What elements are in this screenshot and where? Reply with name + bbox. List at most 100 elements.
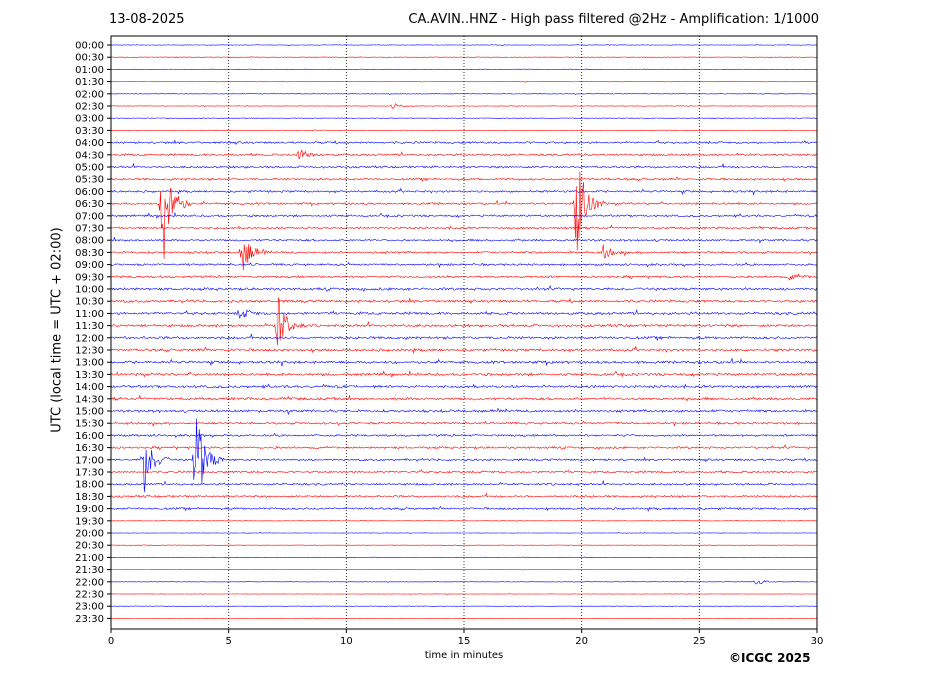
trace-row (110, 505, 817, 512)
y-tick-label: 07:30 (75, 224, 104, 235)
x-axis-label: time in minutes (424, 650, 504, 661)
trace-row (110, 297, 817, 305)
y-tick-label: 02:30 (75, 102, 104, 113)
trace-row (110, 261, 817, 268)
x-tick-label: 5 (225, 636, 231, 647)
x-tick-label: 25 (693, 636, 706, 647)
y-tick-label: 13:00 (75, 358, 104, 369)
trace-row (110, 394, 817, 402)
y-tick-label: 10:30 (75, 297, 104, 308)
y-tick-label: 23:00 (75, 602, 104, 613)
trace-row (110, 103, 817, 109)
y-tick-label: 19:30 (75, 516, 104, 527)
y-tick-label: 10:00 (75, 285, 104, 296)
trace-row (110, 617, 817, 620)
date-label: 13-08-2025 (109, 12, 185, 27)
trace-row (110, 432, 817, 439)
trace-row (110, 544, 817, 546)
y-tick-label: 18:30 (75, 492, 104, 503)
trace-row (110, 407, 817, 416)
y-tick-label: 01:30 (75, 77, 104, 88)
trace-row (110, 605, 817, 607)
trace-row (110, 224, 817, 231)
y-tick-label: 05:00 (75, 163, 104, 174)
trace-row (110, 418, 817, 493)
x-tick-label: 15 (458, 636, 471, 647)
y-tick-label: 11:00 (75, 309, 104, 320)
trace-row (110, 236, 817, 244)
y-tick-label: 21:00 (75, 553, 104, 564)
y-tick-label: 03:30 (75, 126, 104, 137)
y-tick-label: 18:00 (75, 480, 104, 491)
y-tick-label: 19:00 (75, 504, 104, 515)
trace-row (110, 273, 817, 281)
vertical-gridlines (228, 36, 700, 629)
trace-row (110, 593, 817, 595)
x-tick-label: 20 (575, 636, 588, 647)
y-tick-label: 15:30 (75, 419, 104, 430)
y-tick-label: 05:30 (75, 175, 104, 186)
trace-row (110, 469, 817, 474)
y-tick-label: 08:30 (75, 248, 104, 259)
y-tick-label: 04:30 (75, 150, 104, 161)
x-tick-label: 0 (108, 636, 114, 647)
trace-row (110, 149, 817, 160)
y-tick-label: 20:30 (75, 541, 104, 552)
y-tick-label: 01:00 (75, 65, 104, 76)
trace-row (110, 56, 817, 59)
trace-row (110, 129, 817, 132)
y-tick-label: 09:30 (75, 272, 104, 283)
y-tick-label: 17:00 (75, 455, 104, 466)
trace-row (110, 162, 817, 169)
y-tick-label: 16:30 (75, 443, 104, 454)
trace-row (110, 117, 817, 120)
x-axis: 0 5 10 15 20 25 30 (108, 629, 824, 647)
trace-row (110, 80, 817, 83)
trace-row (110, 370, 817, 378)
trace-row (110, 345, 817, 355)
y-tick-label: 04:00 (75, 138, 104, 149)
y-tick-label: 23:30 (75, 614, 104, 625)
y-axis-label: UTC (local time = UTC + 02:00) (49, 227, 65, 433)
trace-row (110, 284, 817, 293)
y-tick-label: 13:30 (75, 370, 104, 381)
trace-row (110, 492, 817, 499)
trace-row (110, 211, 817, 220)
copyright: ©ICGC 2025 (729, 651, 811, 665)
trace-row (110, 139, 817, 146)
y-tick-label: 14:00 (75, 382, 104, 393)
trace-row (110, 444, 817, 451)
seismic-traces (110, 44, 817, 620)
y-tick-label: 12:30 (75, 346, 104, 357)
trace-row (110, 357, 817, 367)
y-tick-label: 22:30 (75, 590, 104, 601)
y-tick-label: 07:00 (75, 211, 104, 222)
trace-row (110, 176, 817, 182)
y-tick-label: 06:30 (75, 199, 104, 210)
trace-row (111, 580, 817, 585)
trace-row (110, 92, 817, 95)
y-tick-label: 11:30 (75, 321, 104, 332)
trace-row (110, 171, 817, 260)
y-tick-label: 16:00 (75, 431, 104, 442)
trace-row (110, 568, 817, 571)
y-tick-label: 00:00 (75, 41, 104, 52)
trace-row (110, 532, 817, 534)
y-tick-label: 08:00 (75, 236, 104, 247)
y-tick-label: 15:00 (75, 407, 104, 418)
y-tick-label: 00:30 (75, 53, 104, 64)
trace-row (110, 383, 817, 390)
trace-row (110, 519, 817, 522)
y-tick-label: 09:00 (75, 260, 104, 271)
x-tick-label: 30 (811, 636, 824, 647)
y-tick-label: 17:30 (75, 468, 104, 479)
y-tick-label: 14:30 (75, 394, 104, 405)
y-tick-label: 06:00 (75, 187, 104, 198)
y-tick-label: 22:00 (75, 577, 104, 588)
y-tick-label: 02:00 (75, 89, 104, 100)
trace-row (111, 556, 817, 559)
y-tick-label: 21:30 (75, 565, 104, 576)
chart-title: CA.AVIN..HNZ - High pass filtered @2Hz -… (408, 12, 819, 27)
y-tick-label: 03:00 (75, 114, 104, 125)
